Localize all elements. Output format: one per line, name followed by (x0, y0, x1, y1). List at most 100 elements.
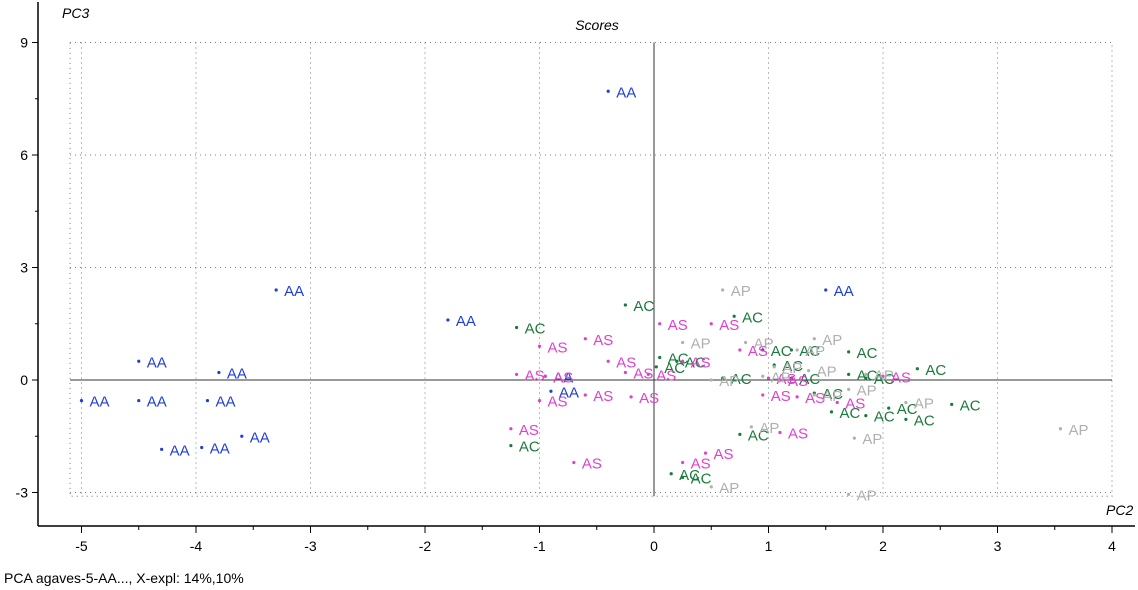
point-label-ac: AC (664, 360, 685, 377)
point-label-as: AS (719, 317, 739, 334)
data-point-aa (240, 434, 244, 438)
point-label-as: AS (845, 396, 865, 413)
data-point-ap (1058, 427, 1063, 431)
data-point-ap (904, 400, 908, 405)
point-label-ap: AP (731, 283, 751, 300)
point-label-ap: AP (771, 369, 791, 386)
data-point-ac (654, 365, 658, 369)
data-point-as (778, 378, 782, 382)
x-tick-label: 1 (765, 538, 773, 554)
point-label-ap: AP (822, 388, 842, 405)
chart-title: Scores (575, 17, 619, 33)
point-label-ac: AC (874, 409, 895, 426)
data-point-as (681, 460, 685, 465)
data-point-as (606, 359, 610, 363)
data-point-as (738, 348, 742, 352)
point-label-as: AS (656, 367, 676, 384)
point-label-aa: AA (170, 442, 190, 459)
point-label-ap: AP (862, 431, 882, 448)
point-label-ac: AC (914, 412, 935, 429)
data-point-ap (749, 425, 753, 429)
data-point-ac (864, 414, 868, 418)
x-axis-label: PC2 (1106, 502, 1133, 518)
point-label-ac: AC (748, 427, 769, 444)
data-point-ap (721, 288, 725, 292)
point-label-as: AS (691, 456, 711, 473)
point-label-ac: AC (731, 371, 752, 388)
point-label-ac: AC (691, 471, 712, 488)
data-point-aa (200, 445, 204, 450)
data-point-as (646, 372, 650, 376)
point-label-ap: AP (857, 382, 877, 399)
point-label-ac: AC (771, 343, 792, 360)
data-point-as (658, 322, 662, 326)
point-label-ac: AC (742, 309, 763, 326)
point-label-ac: AC (925, 362, 946, 379)
point-label-ac: AC (679, 467, 700, 484)
point-label-ap: AP (719, 373, 739, 390)
point-label-aa: AA (90, 394, 110, 411)
data-point-aa (205, 399, 210, 403)
point-label-ac: AC (685, 354, 706, 371)
data-point-ac (829, 410, 834, 414)
data-point-ap (847, 492, 851, 496)
data-point-ac (847, 350, 851, 354)
grid-lines (69, 42, 1113, 497)
x-tick-label: 4 (1108, 538, 1116, 554)
data-point-ap (709, 378, 713, 382)
y-tick-label: 9 (20, 35, 28, 51)
data-point-ac (847, 372, 851, 376)
point-label-aa: AA (284, 283, 304, 300)
data-point-ac (675, 359, 679, 363)
point-label-as: AS (593, 388, 613, 405)
data-point-ac (915, 367, 919, 371)
data-point-ap (681, 340, 685, 345)
point-label-ap: AP (857, 487, 877, 504)
point-label-ac: AC (799, 371, 820, 388)
point-label-as: AS (593, 332, 613, 349)
data-point-ac (515, 325, 519, 330)
point-label-aa: AA (456, 313, 476, 330)
y-tick-label: 0 (20, 372, 28, 388)
data-point-aa (217, 370, 221, 375)
point-label-ac: AC (633, 298, 654, 315)
data-point-aa (79, 399, 84, 403)
data-point-ap (864, 372, 868, 376)
point-label-ac: AC (857, 345, 878, 362)
point-label-ac: AC (822, 386, 843, 403)
data-point-ac (658, 355, 662, 360)
point-label-ac: AC (519, 439, 540, 456)
x-tick-label: -4 (190, 538, 203, 554)
data-point-ap (761, 374, 765, 378)
data-point-as (572, 460, 576, 465)
point-label-as: AS (691, 354, 711, 371)
data-point-ac (669, 472, 673, 476)
point-label-ap: AP (805, 343, 825, 360)
data-point-as (509, 427, 513, 431)
data-point-as (681, 359, 685, 363)
point-label-as: AS (616, 354, 636, 371)
point-label-aa: AA (210, 441, 230, 458)
data-point-as (537, 399, 542, 403)
point-label-as: AS (771, 388, 791, 405)
data-point-ap (709, 485, 713, 489)
footer-caption: PCA agaves-5-AA..., X-expl: 14%,10% (4, 570, 244, 586)
point-label-aa: AA (559, 384, 579, 401)
data-point-aa (549, 389, 553, 393)
point-label-aa: AA (616, 84, 636, 101)
data-point-ac (509, 444, 513, 448)
data-point-aa (137, 359, 141, 363)
data-point-ac (789, 348, 794, 352)
point-label-ap: AP (914, 396, 934, 413)
point-label-ac: AC (897, 401, 918, 418)
x-tick-label: 3 (994, 538, 1002, 554)
point-label-ac: AC (960, 397, 981, 414)
point-label-as: AS (748, 343, 768, 360)
point-label-ap: AP (719, 480, 739, 497)
data-point-ac (950, 402, 954, 406)
data-point-as (537, 344, 542, 348)
